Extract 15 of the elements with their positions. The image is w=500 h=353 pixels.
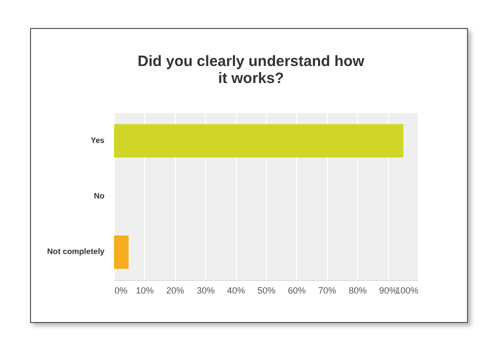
x-tick-label: 70% <box>318 286 336 296</box>
y-tick-label: No <box>94 192 105 200</box>
y-tick-label: Yes <box>90 136 106 145</box>
y-tick-label: Not completely <box>47 247 106 256</box>
x-tick-label: 80% <box>348 286 367 296</box>
x-tick-label: 40% <box>227 286 246 296</box>
x-tick-label: 60% <box>288 286 306 296</box>
x-tick-label: 0% <box>114 286 128 296</box>
x-tick-label: 90% <box>379 286 398 296</box>
x-tick-label: 50% <box>257 286 276 296</box>
x-tick-label: 10% <box>136 286 154 296</box>
x-tick-label: 20% <box>166 286 184 296</box>
x-tick-label: 30% <box>196 286 215 296</box>
x-tick-label: 100% <box>395 286 418 296</box>
chart-title: Did you clearly understand how it works? <box>136 53 366 87</box>
